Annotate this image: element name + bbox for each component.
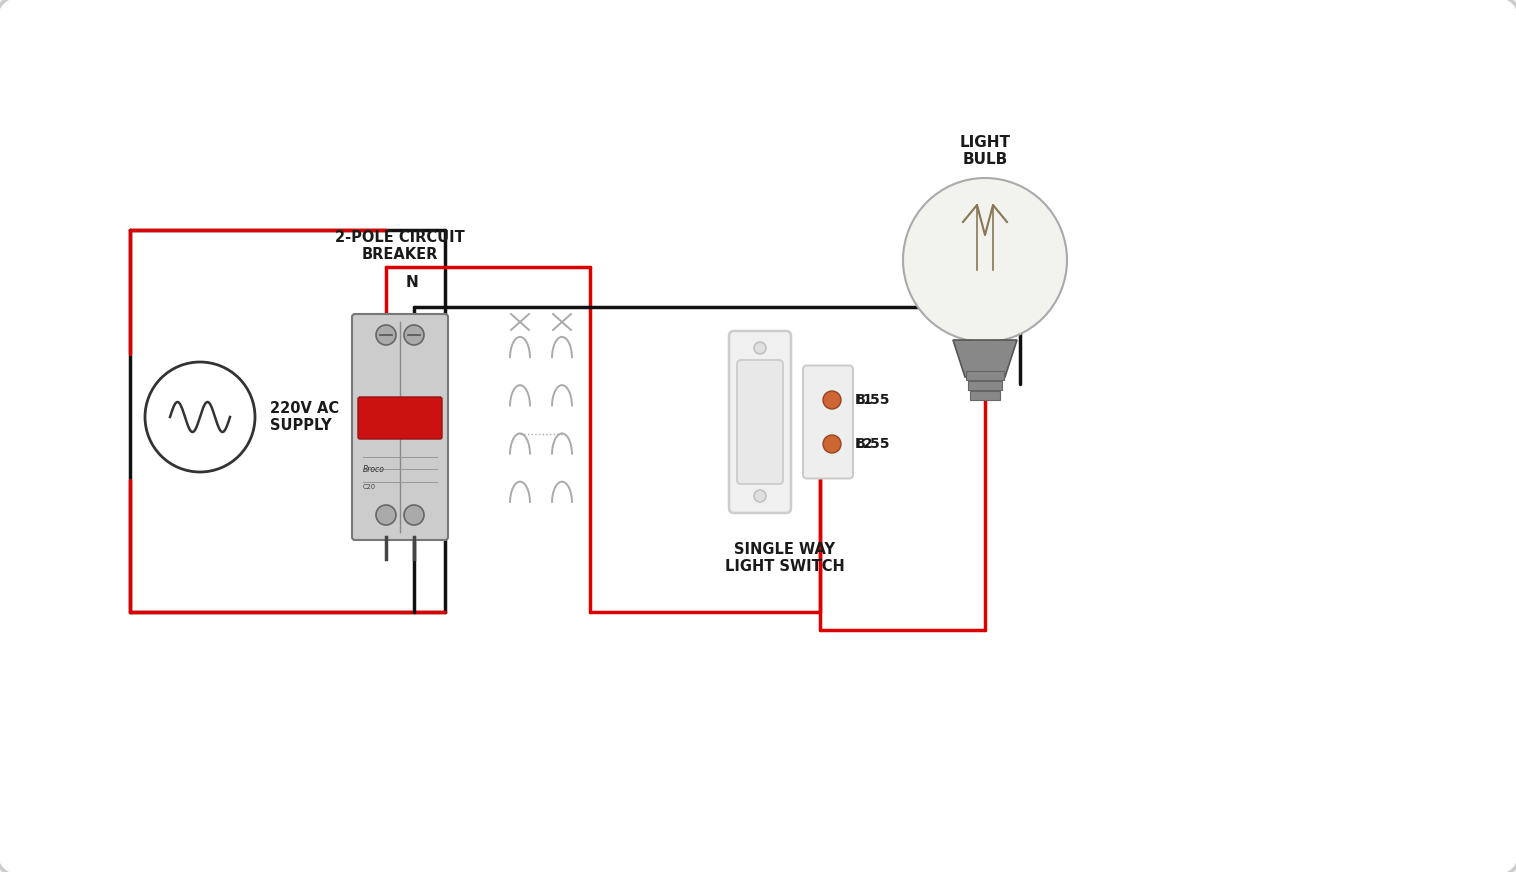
- Text: LIGHT
BULB: LIGHT BULB: [960, 134, 1011, 167]
- Circle shape: [753, 342, 766, 354]
- Circle shape: [823, 435, 841, 453]
- Text: SINGLE WAY
LIGHT SWITCH: SINGLE WAY LIGHT SWITCH: [725, 542, 844, 575]
- Text: L1: L1: [855, 393, 873, 407]
- Text: 220V AC
SUPPLY: 220V AC SUPPLY: [270, 401, 340, 433]
- Text: 8.55: 8.55: [855, 393, 890, 407]
- Text: 8.55: 8.55: [855, 437, 890, 451]
- Circle shape: [753, 490, 766, 502]
- Circle shape: [376, 325, 396, 345]
- Text: C20: C20: [362, 484, 376, 490]
- FancyBboxPatch shape: [970, 391, 1001, 400]
- FancyBboxPatch shape: [352, 314, 449, 540]
- FancyBboxPatch shape: [969, 381, 1002, 390]
- Polygon shape: [954, 340, 1017, 377]
- FancyBboxPatch shape: [803, 365, 854, 479]
- Text: N: N: [406, 275, 418, 290]
- FancyBboxPatch shape: [729, 331, 791, 513]
- Circle shape: [403, 505, 424, 525]
- Text: Broco: Broco: [362, 465, 385, 474]
- Text: L2: L2: [855, 437, 873, 451]
- FancyBboxPatch shape: [966, 371, 1004, 380]
- Circle shape: [904, 178, 1067, 342]
- Circle shape: [376, 505, 396, 525]
- FancyBboxPatch shape: [737, 360, 782, 484]
- Circle shape: [823, 391, 841, 409]
- Text: 2-POLE CIRCUIT
BREAKER: 2-POLE CIRCUIT BREAKER: [335, 229, 465, 262]
- Circle shape: [403, 325, 424, 345]
- FancyBboxPatch shape: [358, 397, 443, 439]
